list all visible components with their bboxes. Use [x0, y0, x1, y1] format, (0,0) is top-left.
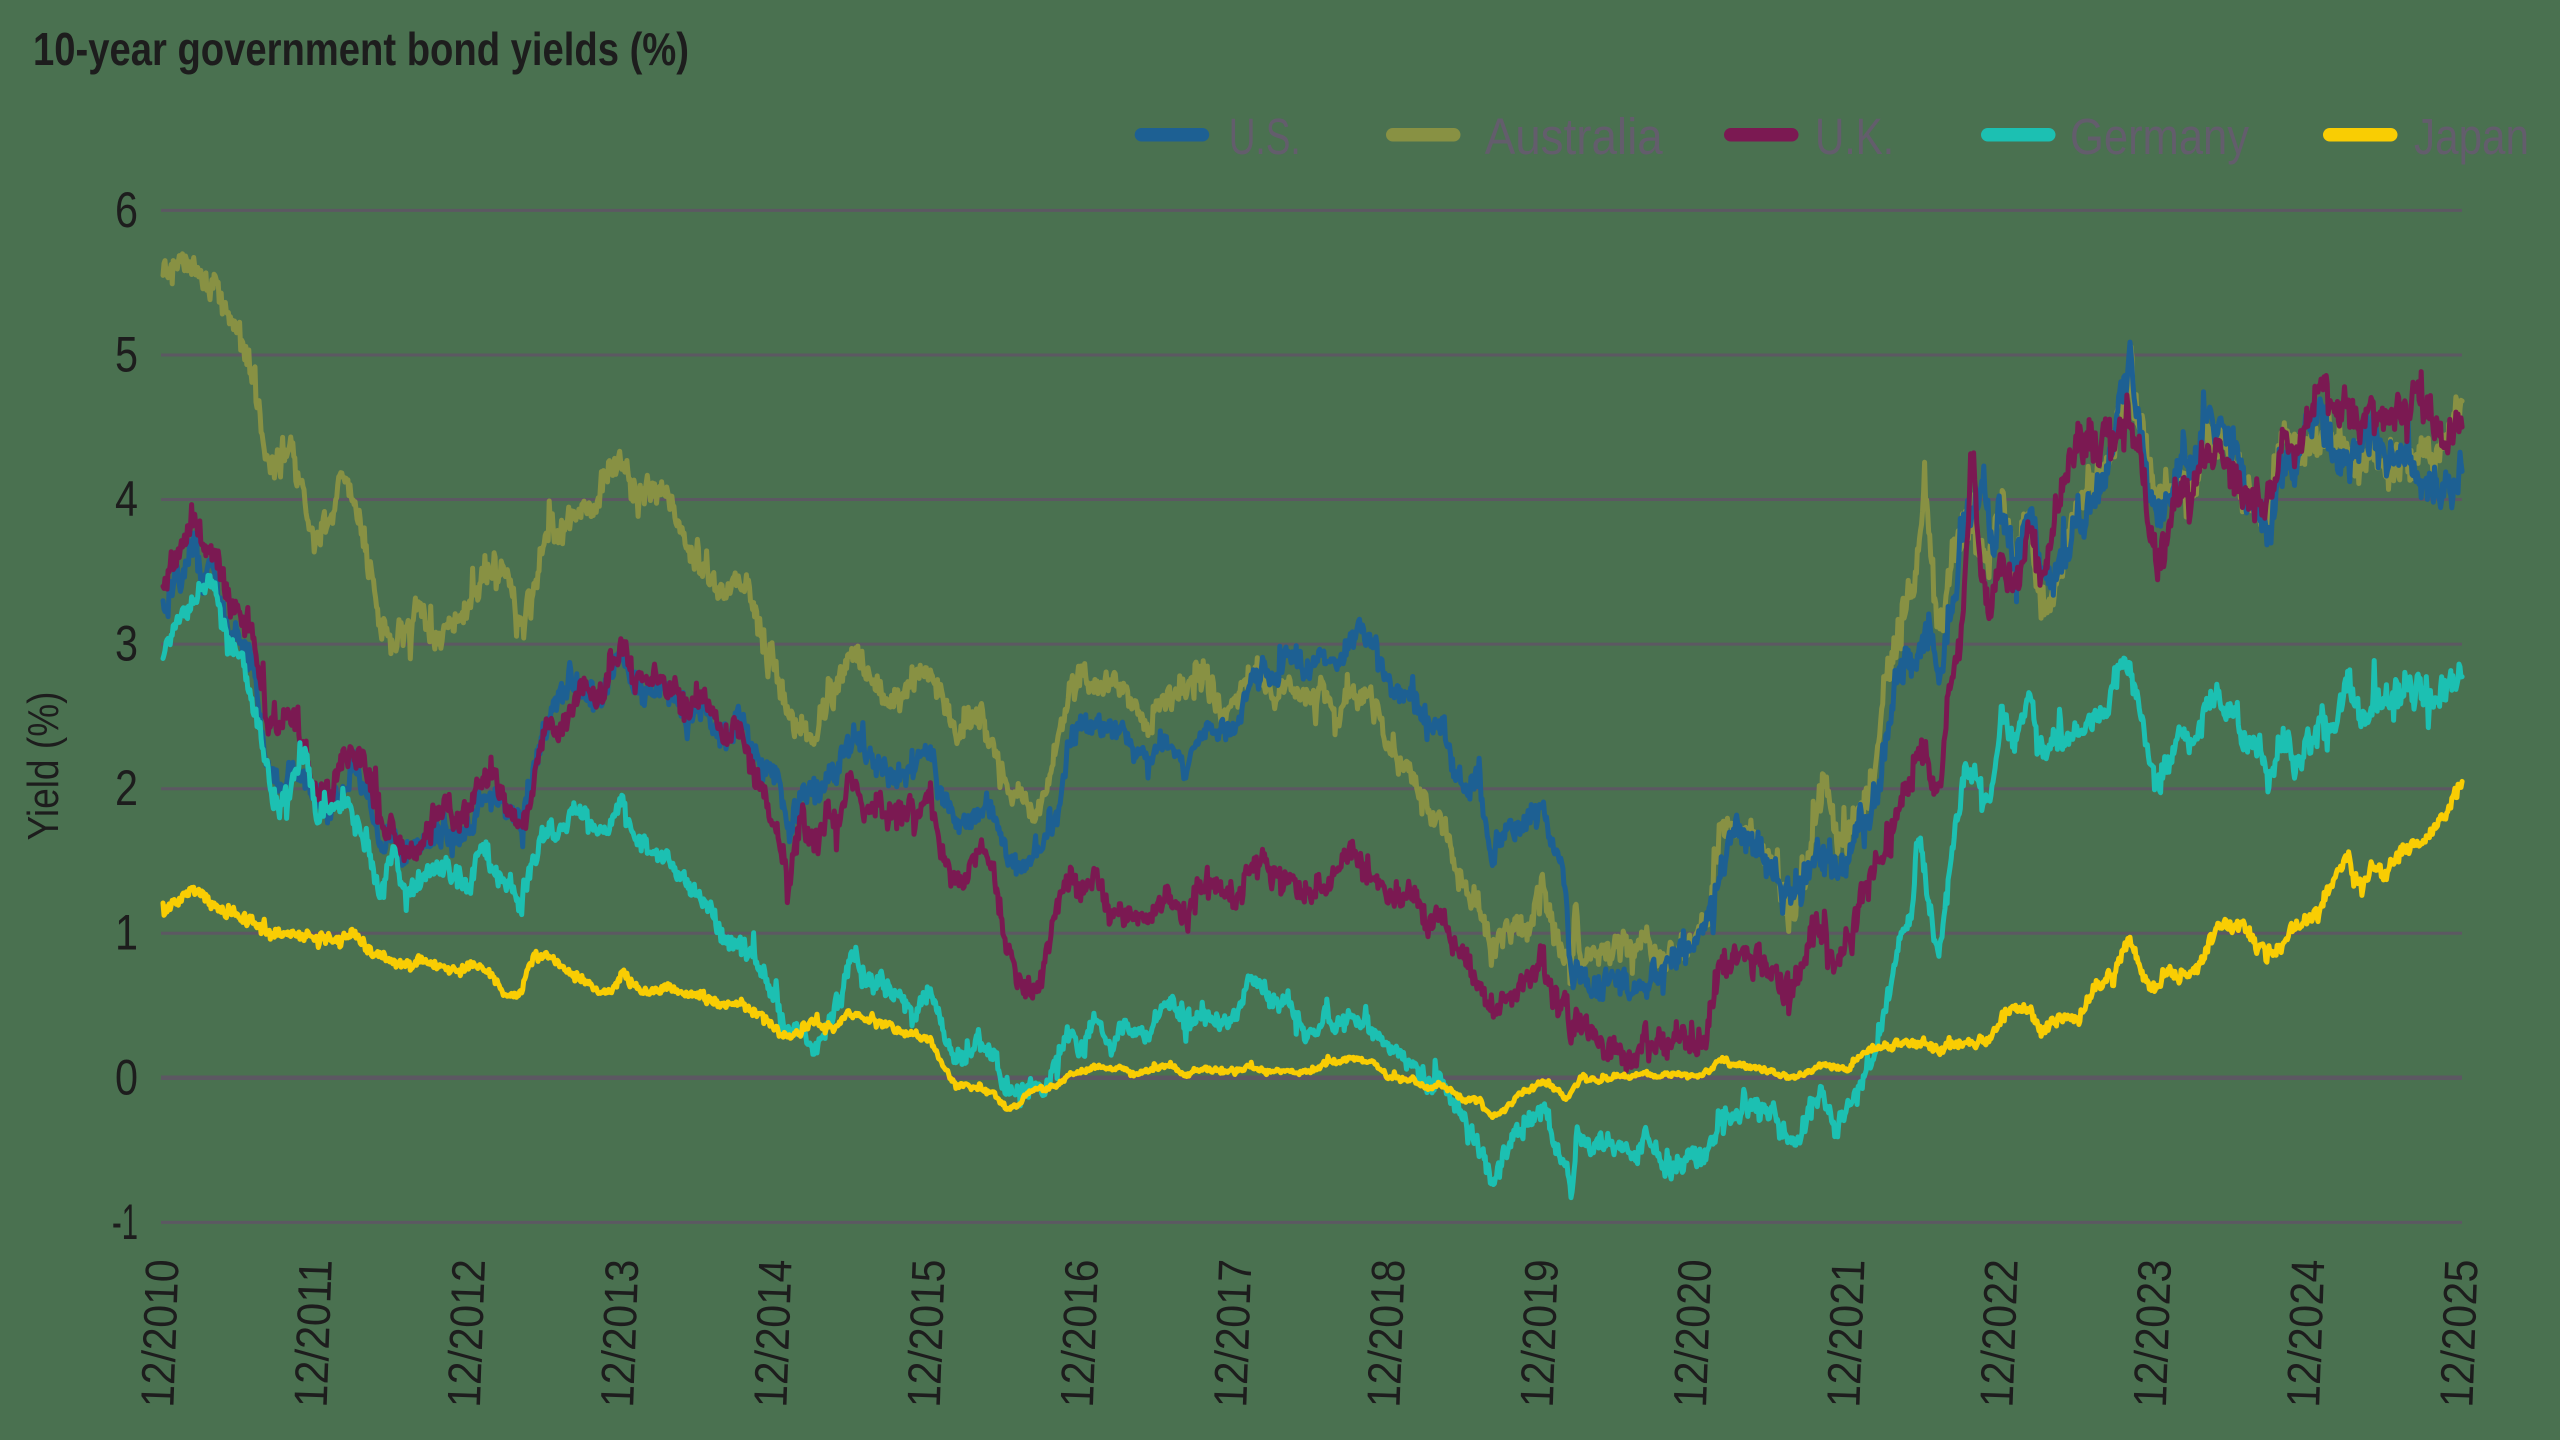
svg-text:Yield (%): Yield (%) [19, 692, 68, 841]
svg-text:6: 6 [115, 182, 138, 238]
svg-text:12/2019: 12/2019 [1510, 1258, 1568, 1408]
svg-text:12/2012: 12/2012 [437, 1258, 495, 1408]
svg-text:12/2022: 12/2022 [1970, 1258, 2028, 1408]
svg-text:12/2010: 12/2010 [130, 1258, 188, 1408]
svg-text:12/2024: 12/2024 [2276, 1258, 2334, 1408]
svg-text:-1: -1 [112, 1194, 138, 1250]
svg-text:12/2023: 12/2023 [2123, 1258, 2181, 1408]
svg-text:1: 1 [115, 905, 138, 961]
svg-text:10-year government bond yields: 10-year government bond yields (%) [33, 23, 689, 75]
svg-text:Japan: Japan [2414, 108, 2529, 165]
svg-text:12/2011: 12/2011 [284, 1258, 342, 1408]
svg-text:Australia: Australia [1485, 108, 1664, 165]
svg-text:5: 5 [115, 327, 138, 383]
svg-text:Germany: Germany [2070, 108, 2249, 165]
svg-text:12/2020: 12/2020 [1663, 1258, 1721, 1408]
svg-text:12/2021: 12/2021 [1816, 1258, 1874, 1408]
svg-text:12/2015: 12/2015 [897, 1258, 955, 1408]
svg-text:0: 0 [115, 1049, 138, 1105]
svg-text:4: 4 [115, 471, 138, 527]
svg-text:12/2013: 12/2013 [590, 1258, 648, 1408]
svg-text:12/2025: 12/2025 [2429, 1258, 2487, 1408]
svg-text:2: 2 [115, 760, 138, 816]
svg-text:12/2018: 12/2018 [1357, 1258, 1415, 1408]
svg-text:U.K.: U.K. [1815, 108, 1894, 165]
svg-text:3: 3 [115, 616, 138, 672]
svg-text:U.S.: U.S. [1229, 108, 1301, 165]
svg-text:12/2017: 12/2017 [1203, 1258, 1261, 1408]
svg-text:12/2016: 12/2016 [1050, 1258, 1108, 1408]
svg-text:12/2014: 12/2014 [743, 1258, 801, 1408]
